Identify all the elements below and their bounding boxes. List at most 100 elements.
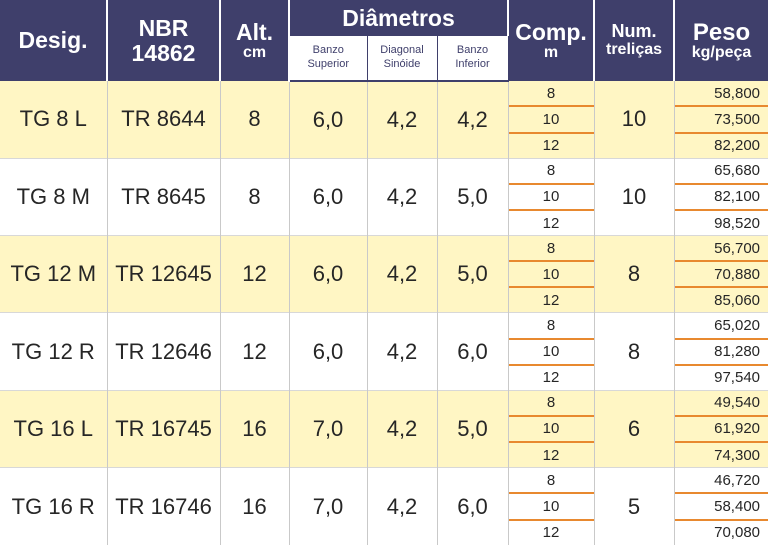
cell-comp-stack: 8 10 12 xyxy=(508,312,595,391)
table-row: TG 16 L TR 16745 16 7,0 4,2 5,0 8 10 12 6 49,540 61… xyxy=(0,389,768,468)
comp-value: 10 xyxy=(508,105,594,131)
comp-list: 8 10 12 xyxy=(508,391,594,467)
cell-banzo-superior: 6,0 xyxy=(289,235,368,313)
peso-value: 70,880 xyxy=(674,260,768,286)
comp-value: 10 xyxy=(508,260,594,286)
header-peso: Peso kg/peça xyxy=(674,0,768,81)
comp-value: 8 xyxy=(546,471,556,489)
cell-nbr: TR 16745 xyxy=(107,389,221,468)
header-num-line1: Num. xyxy=(611,21,657,42)
cell-peso-stack: 65,680 82,100 98,520 xyxy=(674,157,768,236)
header-nbr-line2: 14862 xyxy=(131,39,196,66)
table-row: TG 16 R TR 16746 16 7,0 4,2 6,0 8 10 12 5 46,720 58… xyxy=(0,467,768,545)
cell-banzo-inferior: 5,0 xyxy=(437,389,509,468)
cell-diagonal-sinoide: 4,2 xyxy=(367,157,438,236)
header-banzo-superior-line2: Superior xyxy=(307,58,350,70)
peso-list: 49,540 61,920 74,300 xyxy=(674,391,768,467)
comp-list: 8 10 12 xyxy=(508,468,594,545)
cell-num-trelicas: 10 xyxy=(594,81,675,159)
cell-alt: 16 xyxy=(220,389,290,468)
comp-value: 12 xyxy=(508,131,594,158)
header-num: Num. treliças xyxy=(594,0,676,81)
cell-alt: 16 xyxy=(220,467,290,545)
comp-value: 12 xyxy=(508,286,594,312)
comp-list: 8 10 12 xyxy=(508,159,594,235)
cell-comp-stack: 8 10 12 xyxy=(508,235,595,313)
cell-nbr: TR 8644 xyxy=(107,81,221,159)
cell-peso-stack: 65,020 81,280 97,540 xyxy=(674,312,768,391)
cell-banzo-superior: 6,0 xyxy=(289,157,368,236)
header-alt-line2: cm xyxy=(242,43,267,61)
cell-banzo-inferior: 5,0 xyxy=(437,157,509,236)
table-body: TG 8 L TR 8644 8 6,0 4,2 4,2 8 10 12 10 58,800 73,5… xyxy=(0,81,768,545)
header-nbr-line1: NBR xyxy=(138,15,189,42)
cell-nbr: TR 12646 xyxy=(107,312,221,391)
header-diagonal-sinoide: Diagonal Sinóide xyxy=(367,36,438,82)
cell-num-trelicas: 8 xyxy=(594,312,675,391)
peso-value: 97,540 xyxy=(674,363,768,390)
comp-value: 8 xyxy=(546,317,556,335)
table-row: TG 12 R TR 12646 12 6,0 4,2 6,0 8 10 12 8 65,020 81… xyxy=(0,312,768,391)
comp-list: 8 10 12 xyxy=(508,313,594,390)
comp-value: 12 xyxy=(508,518,594,545)
peso-value: 58,800 xyxy=(714,84,761,102)
cell-nbr: TR 12645 xyxy=(107,235,221,313)
peso-value: 82,200 xyxy=(674,131,768,158)
peso-list: 56,700 70,880 85,060 xyxy=(674,236,768,312)
peso-value: 56,700 xyxy=(714,239,761,257)
header-banzo-inferior-line2: Inferior xyxy=(455,58,490,70)
peso-value: 73,500 xyxy=(674,105,768,131)
peso-value: 65,680 xyxy=(714,162,761,180)
cell-num-trelicas: 6 xyxy=(594,389,675,468)
header-banzo-superior-line1: Banzo xyxy=(312,44,344,57)
header-diametros: Diâmetros xyxy=(289,0,510,36)
cell-nbr: TR 8645 xyxy=(107,157,221,236)
table-row: TG 12 M TR 12645 12 6,0 4,2 5,0 8 10 12 8 56,700 70… xyxy=(0,235,768,313)
cell-comp-stack: 8 10 12 xyxy=(508,157,595,236)
cell-peso-stack: 56,700 70,880 85,060 xyxy=(674,235,768,313)
comp-value: 8 xyxy=(546,162,556,180)
header-num-line2: treliças xyxy=(605,41,663,58)
comp-list: 8 10 12 xyxy=(508,236,594,312)
peso-value: 70,080 xyxy=(674,518,768,545)
header-comp-line2: m xyxy=(543,43,559,61)
cell-desig: TG 16 R xyxy=(0,467,108,545)
cell-alt: 12 xyxy=(220,312,290,391)
cell-comp-stack: 8 10 12 xyxy=(508,81,595,159)
cell-peso-stack: 49,540 61,920 74,300 xyxy=(674,389,768,468)
peso-list: 65,680 82,100 98,520 xyxy=(674,159,768,235)
peso-value: 74,300 xyxy=(674,441,768,467)
table-row: TG 8 L TR 8644 8 6,0 4,2 4,2 8 10 12 10 58,800 73,5… xyxy=(0,81,768,159)
cell-desig: TG 12 R xyxy=(0,312,108,391)
comp-value: 12 xyxy=(508,209,594,235)
peso-value: 65,020 xyxy=(714,317,761,335)
cell-peso-stack: 58,800 73,500 82,200 xyxy=(674,81,768,159)
cell-banzo-superior: 7,0 xyxy=(289,389,368,468)
cell-banzo-inferior: 6,0 xyxy=(437,467,509,545)
cell-alt: 8 xyxy=(220,157,290,236)
peso-value: 46,720 xyxy=(714,471,761,489)
peso-list: 65,020 81,280 97,540 xyxy=(674,313,768,390)
peso-value: 81,280 xyxy=(674,337,768,364)
cell-diagonal-sinoide: 4,2 xyxy=(367,467,438,545)
comp-value: 12 xyxy=(508,363,594,390)
cell-desig: TG 8 L xyxy=(0,81,108,159)
peso-value: 61,920 xyxy=(674,414,768,441)
cell-banzo-superior: 6,0 xyxy=(289,312,368,391)
peso-value: 58,400 xyxy=(674,492,768,518)
comp-value: 10 xyxy=(508,182,594,209)
peso-value: 82,100 xyxy=(674,182,768,209)
cell-desig: TG 16 L xyxy=(0,389,108,468)
table-row: TG 8 M TR 8645 8 6,0 4,2 5,0 8 10 12 10 65,680 82,1… xyxy=(0,157,768,236)
header-banzo-inferior: Banzo Inferior xyxy=(437,36,509,82)
comp-value: 10 xyxy=(508,337,594,364)
cell-desig: TG 8 M xyxy=(0,157,108,236)
comp-list: 8 10 12 xyxy=(508,81,594,158)
comp-value: 10 xyxy=(508,492,594,518)
cell-comp-stack: 8 10 12 xyxy=(508,389,595,468)
header-diagonal-line1: Diagonal xyxy=(380,44,424,57)
cell-diagonal-sinoide: 4,2 xyxy=(367,81,438,159)
comp-value: 8 xyxy=(546,394,556,412)
header-comp-line1: Comp. xyxy=(515,18,587,45)
